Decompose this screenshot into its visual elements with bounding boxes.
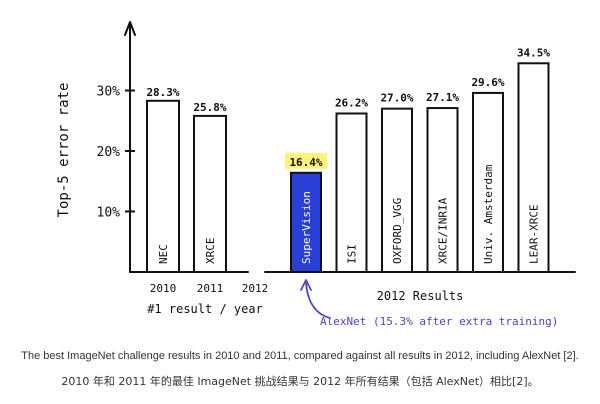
annotation-arrowhead <box>300 279 312 291</box>
year-label-2012: 2012 <box>242 282 269 295</box>
bar-value-label-isi: 26.2% <box>335 96 368 109</box>
caption-english: The best ImageNet challenge results in 2… <box>21 350 579 362</box>
bar-supervision <box>290 171 322 273</box>
bar-value-label-xrce: 25.8% <box>193 101 226 114</box>
caption-chinese: 2010 年和 2011 年的最佳 ImageNet 挑战结果与 2012 年所… <box>61 375 539 388</box>
bar-xrce-inria <box>426 107 459 273</box>
bar-value-highlight-supervision <box>285 152 327 169</box>
annotation-arrow <box>305 281 331 319</box>
bar-isi <box>335 112 368 273</box>
y-axis-title: Top-5 error rate <box>56 83 72 218</box>
bar-name-label-supervision: SuperVision <box>300 191 313 264</box>
bar-nec <box>146 99 180 273</box>
year-label-2010: 2010 <box>150 282 177 295</box>
bar-name-label-xrce-inria: XRCE/INRIA <box>437 197 450 264</box>
y-tick-label-1: 20% <box>97 145 121 160</box>
bar-value-label-supervision: 16.4% <box>289 156 322 169</box>
left-x-axis-title: #1 result / year <box>147 302 263 316</box>
y-axis-arrow <box>124 21 136 36</box>
y-tick-label-2: 30% <box>97 85 121 100</box>
annotation-text: AlexNet (15.3% after extra training) <box>320 315 558 328</box>
bar-xrce <box>193 114 227 273</box>
bar-name-label-lear-xrce: LEAR-XRCE <box>528 204 541 264</box>
bar-univ-amsterdam <box>472 91 504 273</box>
right-x-axis-title: 2012 Results <box>377 289 464 303</box>
y-tick-label-0: 10% <box>97 206 121 221</box>
bar-value-label-oxford-vgg: 27.0% <box>380 92 413 105</box>
bar-value-label-xrce-inria: 27.1% <box>426 91 459 104</box>
bar-value-label-lear-xrce: 34.5% <box>517 46 550 59</box>
bar-name-label-xrce: XRCE <box>204 238 217 265</box>
year-label-2011: 2011 <box>197 282 224 295</box>
bar-name-label-univ-amsterdam: Univ. Amsterdam <box>482 164 495 264</box>
bar-name-label-oxford-vgg: OXFORD_VGG <box>391 198 404 264</box>
bar-value-label-univ-amsterdam: 29.6% <box>471 76 504 89</box>
bar-value-label-nec: 28.3% <box>146 86 179 99</box>
bar-oxford-vgg <box>381 107 413 274</box>
bar-name-label-nec: NEC <box>157 244 170 264</box>
bar-name-label-isi: ISI <box>346 244 359 264</box>
bar-chart: 10% 20% 30% Top-5 error rate 2010 2011 2012 #1 … <box>56 21 576 328</box>
bar-lear-xrce <box>517 62 550 274</box>
